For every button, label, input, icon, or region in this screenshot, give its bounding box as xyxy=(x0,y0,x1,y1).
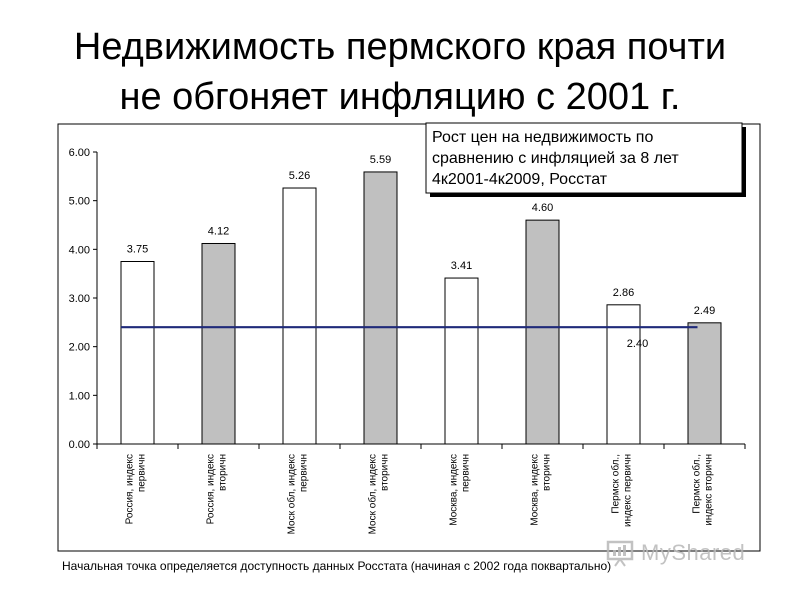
bar xyxy=(282,187,317,445)
x-category-label-line: вторичн xyxy=(218,454,229,491)
bar-value-label: 5.59 xyxy=(370,154,391,166)
bar-value-label: 2.49 xyxy=(694,305,715,317)
y-tick-label: 5.00 xyxy=(69,196,90,208)
slide-title-line-2: не обгоняет инфляцию с 2001 г. xyxy=(119,76,681,118)
bar-value-label: 2.86 xyxy=(613,287,634,299)
legend-box-line: Рост цен на недвижимость по xyxy=(432,129,653,146)
bar-value-label: 5.26 xyxy=(289,170,310,182)
x-category-label-line: вторичн xyxy=(380,454,391,491)
x-category-label: Пермск обл.,индекс первичн xyxy=(610,454,634,527)
y-tick-label: 0.00 xyxy=(69,439,90,451)
x-category-label: Пермск обл.,индекс вторичн xyxy=(691,454,715,526)
chart-frame xyxy=(57,123,761,552)
x-category-label: Моск обл, индексвторичн xyxy=(367,454,391,534)
bar-value-label: 4.60 xyxy=(532,202,553,214)
x-category-label: Россия, индексвторичн xyxy=(206,454,229,524)
x-category-label: Москва, индексвторичн xyxy=(530,454,553,526)
bar xyxy=(525,219,560,445)
slide-title-line-1: Недвижимость пермского края почти xyxy=(73,26,727,68)
x-category-label: Моск обл, индекспервичн xyxy=(286,454,310,534)
x-category-label-line: индекс вторичн xyxy=(704,454,715,526)
x-category-label-line: первичн xyxy=(461,454,472,492)
x-category-label-line: индекс первичн xyxy=(623,454,634,527)
bar xyxy=(444,277,479,445)
bar xyxy=(606,304,641,445)
y-tick-label: 3.00 xyxy=(69,293,90,305)
x-category-label-line: Москва, индекс xyxy=(449,454,460,526)
x-category-label-line: Россия, индекс xyxy=(125,454,136,524)
y-tick-label: 1.00 xyxy=(69,390,90,402)
x-category-label-line: первичн xyxy=(299,454,310,492)
bar-value-label: 4.12 xyxy=(208,225,229,237)
legend-box-line: 4к2001-4к2009, Росстат xyxy=(432,171,608,188)
bar xyxy=(363,171,398,445)
x-category-label-line: Пермск обл., xyxy=(691,454,703,514)
bar-value-label: 3.75 xyxy=(127,244,148,256)
x-category-label-line: Моск обл, индекс xyxy=(286,454,298,534)
y-tick-label: 6.00 xyxy=(69,147,90,159)
x-category-label-line: Пермск обл., xyxy=(610,454,622,514)
y-tick-label: 4.00 xyxy=(69,244,90,256)
bar xyxy=(120,261,155,445)
inflation-line-label: 2.40 xyxy=(627,338,648,350)
x-category-label: Москва, индекспервичн xyxy=(449,454,472,526)
watermark: MyShared xyxy=(605,536,775,570)
legend-box-line: сравнению с инфляцией за 8 лет xyxy=(432,150,679,167)
y-tick-label: 2.00 xyxy=(69,342,90,354)
footnote: Начальная точка определяется доступность… xyxy=(62,559,612,573)
bar xyxy=(687,322,722,445)
watermark-text: MyShared xyxy=(641,540,746,565)
bar-value-label: 3.41 xyxy=(451,260,472,272)
x-category-label-line: первичн xyxy=(137,454,148,492)
x-category-label-line: вторичн xyxy=(542,454,553,491)
x-category-label: Россия, индекспервичн xyxy=(125,454,148,524)
slide-title: Недвижимость пермского края почти не обг… xyxy=(0,22,800,122)
legend-box xyxy=(425,122,743,194)
x-category-label-line: Россия, индекс xyxy=(206,454,217,524)
x-category-label-line: Моск обл, индекс xyxy=(367,454,379,534)
presentation-icon xyxy=(606,540,634,567)
bar xyxy=(201,242,236,445)
x-category-label-line: Москва, индекс xyxy=(530,454,541,526)
